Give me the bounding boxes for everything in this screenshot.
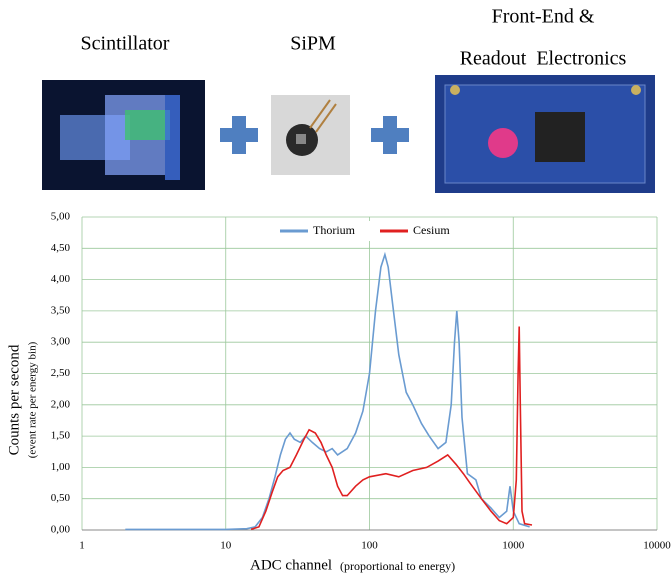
legend-label: Thorium [313,223,356,237]
y-tick-label: 4,00 [51,273,71,285]
series-line [125,251,530,531]
x-tick-label: 10000 [643,540,671,552]
plus-sign [220,116,258,154]
y-tick-label: 1,50 [51,430,71,442]
legend-box [275,221,480,241]
panel-label: SiPM [290,33,336,55]
y-tick-label: 1,00 [51,461,71,473]
series-line [250,326,533,531]
y-axis-title: Counts per second [6,344,22,455]
y-tick-label: 5,00 [51,211,71,223]
x-axis-note: (proportional to energy) [340,559,455,573]
y-axis-note: (event rate per energy bin) [27,341,39,458]
sipm-photo [271,95,350,175]
y-tick-label: 2,50 [51,367,71,379]
panel-label: Front-End & [492,6,595,28]
y-tick-label: 0,00 [51,524,71,536]
chart: 0,00 0,50 1,00 1,50 2,00 2,50 3,00 3,50 4,00 4,50… [51,211,671,552]
y-tick-label: 2,00 [51,398,71,410]
panel-label: Scintillator [81,33,170,55]
x-tick-label: 1 [79,540,85,552]
x-tick-label: 1000 [502,540,525,552]
y-tick-label: 0,50 [51,492,71,504]
x-tick-label: 10 [220,540,232,552]
legend-label: Cesium [413,223,450,237]
x-axis-title: ADC channel [250,557,332,573]
plus-sign [371,116,409,154]
x-tick-label: 100 [361,540,378,552]
y-tick-label: 4,50 [51,242,71,254]
y-tick-label: 3,50 [51,304,71,316]
board-photo [435,75,655,193]
y-tick-label: 3,00 [51,336,71,348]
scintillator-photo [42,80,205,190]
panel-label: Readout Electronics [460,48,627,70]
